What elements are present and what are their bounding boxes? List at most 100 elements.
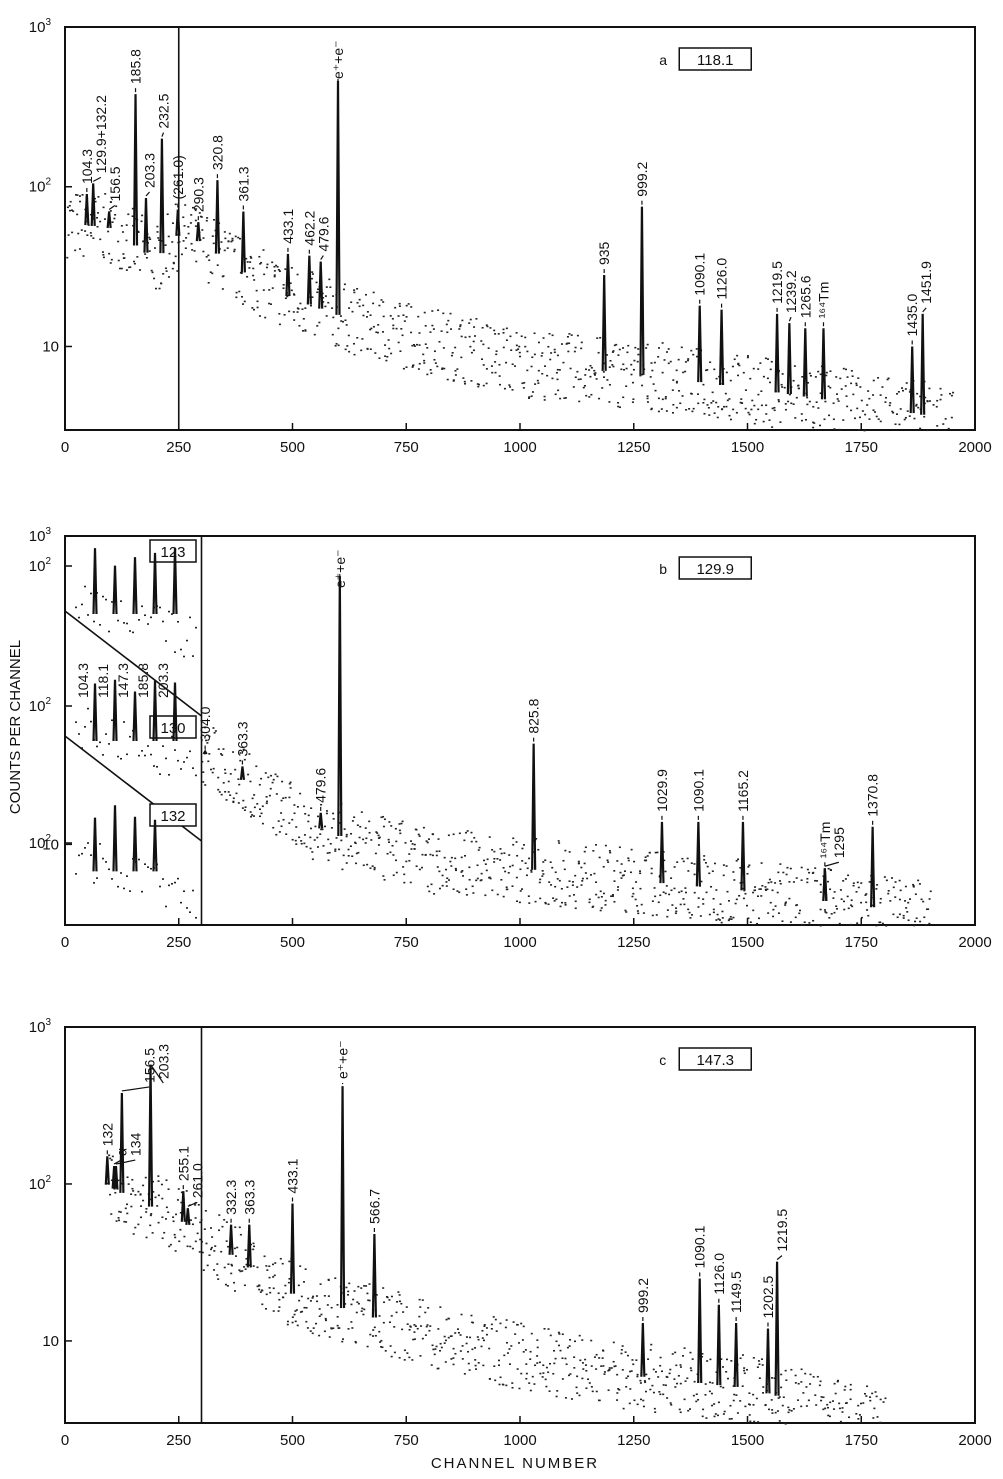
background-dot	[430, 883, 433, 886]
background-dot	[538, 1361, 541, 1364]
inset-dot	[102, 857, 104, 860]
background-dot	[639, 1382, 642, 1384]
background-dot	[475, 1368, 478, 1370]
background-dot	[936, 425, 939, 427]
background-dot	[556, 354, 559, 357]
background-dot	[202, 1269, 205, 1271]
background-dot	[936, 399, 939, 402]
background-dot	[757, 408, 760, 411]
background-dot	[360, 1310, 363, 1312]
background-dot	[695, 348, 698, 350]
y-tick-label: 103	[29, 1017, 52, 1036]
inset-dot	[78, 733, 80, 735]
background-dot	[256, 1266, 259, 1269]
background-dot	[304, 813, 307, 815]
background-dot	[848, 1416, 851, 1419]
background-dot	[525, 1372, 528, 1375]
peak-leader	[824, 861, 840, 867]
background-dot	[380, 299, 383, 301]
background-dot	[502, 332, 505, 334]
peak-line	[84, 193, 90, 226]
background-dot	[195, 208, 198, 210]
background-dot	[458, 832, 461, 835]
background-dot	[868, 397, 871, 400]
background-dot	[130, 1193, 133, 1196]
background-dot	[432, 328, 435, 330]
background-dot	[512, 1321, 515, 1323]
x-tick-label: 1000	[503, 1432, 536, 1449]
background-dot	[437, 309, 440, 312]
background-dot	[749, 921, 752, 923]
background-dot	[473, 326, 476, 328]
background-dot	[251, 797, 254, 800]
background-dot	[382, 815, 385, 818]
background-dot	[268, 289, 271, 291]
peak-label: 132	[99, 1123, 115, 1147]
background-dot	[489, 327, 492, 329]
background-dot	[157, 1175, 160, 1177]
background-dot	[724, 392, 727, 395]
background-dot	[80, 229, 83, 231]
background-dot	[834, 1392, 837, 1395]
background-dot	[156, 1205, 159, 1207]
background-dot	[252, 815, 255, 817]
background-dot	[726, 890, 729, 893]
background-dot	[826, 1403, 829, 1406]
background-dot	[690, 393, 693, 395]
background-dot	[784, 408, 787, 411]
background-dot	[411, 1359, 414, 1361]
background-dot	[503, 1354, 506, 1357]
background-dot	[732, 1399, 735, 1402]
background-dot	[806, 403, 809, 406]
peak-label: 462.2	[301, 210, 317, 245]
background-dot	[441, 884, 444, 887]
background-dot	[832, 1408, 835, 1410]
background-dot	[440, 1346, 443, 1349]
background-dot	[288, 822, 291, 824]
background-dot	[564, 902, 567, 904]
background-dot	[373, 868, 376, 871]
background-dot	[700, 880, 703, 883]
background-dot	[205, 256, 208, 258]
background-dot	[599, 336, 602, 339]
background-dot	[443, 1335, 446, 1338]
background-dot	[690, 1369, 693, 1372]
background-dot	[627, 857, 630, 859]
background-dot	[523, 381, 526, 384]
x-tick-label: 1750	[845, 1432, 878, 1449]
background-dot	[835, 393, 838, 395]
background-dot	[648, 851, 651, 854]
background-dot	[770, 881, 773, 883]
background-dot	[462, 377, 465, 379]
background-dot	[165, 1206, 168, 1209]
y-tick-label: 102	[29, 1174, 52, 1193]
background-dot	[440, 330, 443, 332]
background-dot	[684, 891, 687, 894]
background-dot	[228, 232, 231, 235]
background-dot	[650, 1343, 653, 1346]
background-dot	[590, 1339, 593, 1342]
background-dot	[774, 882, 777, 884]
background-dot	[666, 915, 669, 918]
background-dot	[764, 886, 767, 888]
background-dot	[686, 359, 689, 362]
background-dot	[657, 901, 660, 904]
background-dot	[363, 1285, 366, 1287]
background-dot	[294, 1320, 297, 1323]
background-dot	[237, 778, 240, 780]
background-dot	[587, 1378, 590, 1381]
background-dot	[110, 1213, 113, 1215]
background-dot	[602, 371, 605, 373]
background-dot	[630, 848, 633, 851]
background-dot	[817, 370, 820, 373]
background-dot	[809, 1373, 812, 1376]
inset-dot	[75, 606, 77, 609]
background-dot	[508, 854, 511, 856]
peak-line	[337, 576, 343, 837]
background-dot	[117, 240, 120, 243]
background-dot	[252, 1265, 255, 1267]
background-dot	[199, 1238, 202, 1241]
background-dot	[557, 1331, 560, 1334]
background-dot	[625, 367, 628, 370]
background-dot	[916, 392, 919, 395]
